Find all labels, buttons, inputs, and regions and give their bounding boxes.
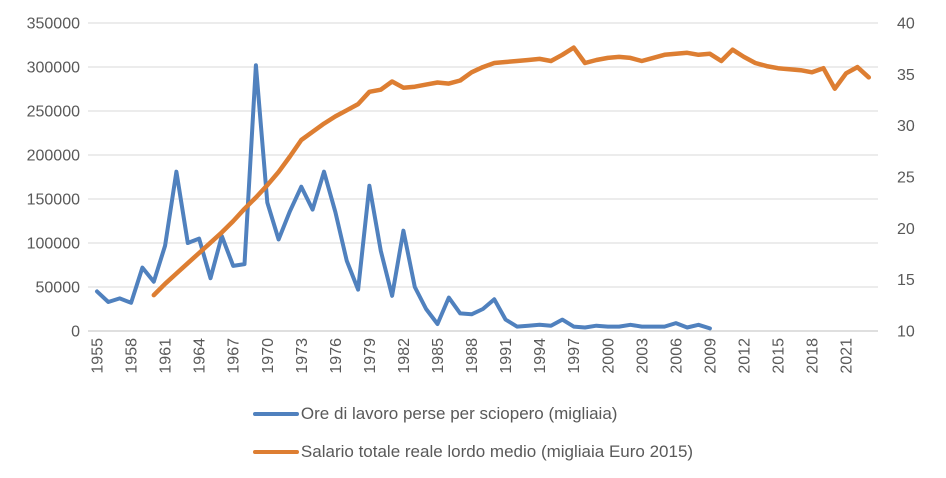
x-axis-tick-label: 1964 [192,338,209,374]
x-axis-tick-label: 2006 [668,338,685,374]
x-axis-tick-label: 1991 [498,338,515,374]
series-line-strike-hours [95,63,712,331]
y-axis-left-tick-label: 150000 [27,192,80,209]
x-axis-tick-label: 1958 [124,338,141,374]
x-axis-tick-label: 2015 [771,338,788,374]
x-axis-tick-label: 1967 [226,338,243,374]
chart-legend: Ore di lavoro perse per sciopero (miglia… [252,402,694,464]
legend-line-swatch-salary [252,449,299,455]
x-axis-tick-label: 1970 [260,338,277,374]
x-axis-tick-label: 1961 [158,338,175,374]
y-axis-right-tick-label: 35 [897,67,915,84]
y-axis-left-tick-label: 0 [71,324,80,341]
y-axis-right-tick-label: 25 [897,170,915,187]
x-axis-tick-label: 2000 [600,338,617,374]
dual-axis-line-chart: 350000 300000 250000 200000 150000 100000 5000… [27,16,915,464]
x-axis-tick-label: 1997 [566,338,583,374]
x-axis-tick-label: 1976 [328,338,345,374]
legend-label-salary: Salario totale reale lordo medio (miglia… [300,442,694,461]
y-axis-left-tick-label: 50000 [36,280,81,297]
x-axis-tick-label: 1994 [532,338,549,374]
x-axis-tick-label: 1988 [464,338,481,374]
y-axis-right-tick-label: 40 [897,16,915,33]
y-axis-right-tick-label: 20 [897,221,915,238]
x-axis-tick-label: 1955 [90,338,107,374]
x-axis-tick-label: 1985 [430,338,447,374]
x-axis-tick-label: 2012 [736,338,753,374]
y-axis-right-tick-label: 30 [897,118,915,135]
x-axis-tick-label: 2003 [634,338,651,374]
y-axis-right-tick-label: 10 [897,324,915,341]
x-axis-tick-label: 2009 [702,338,719,374]
x-axis-tick-label: 2018 [805,338,822,374]
legend-label-strike-hours: Ore di lavoro perse per sciopero (miglia… [300,404,618,423]
y-axis-left-tick-label: 300000 [27,60,80,77]
x-axis-tick-label: 1982 [396,338,413,374]
y-axis-left-tick-label: 250000 [27,104,80,121]
y-axis-left-tick-label: 350000 [27,16,80,33]
series-line-salary [151,45,872,298]
chart-plot-area: 350000 300000 250000 200000 150000 100000 5000… [27,16,915,374]
legend-item-salary: Salario totale reale lordo medio (miglia… [252,440,694,464]
x-axis-tick-label: 1973 [294,338,311,374]
legend-line-swatch-strike-hours [252,411,299,417]
y-axis-left-tick-label: 100000 [27,236,80,253]
x-axis-tick-label: 2021 [839,338,856,374]
y-axis-left-tick-label: 200000 [27,148,80,165]
legend-item-strike-hours: Ore di lavoro perse per sciopero (miglia… [252,402,693,426]
y-axis-right-tick-label: 15 [897,272,915,289]
x-axis-tick-label: 1979 [362,338,379,374]
